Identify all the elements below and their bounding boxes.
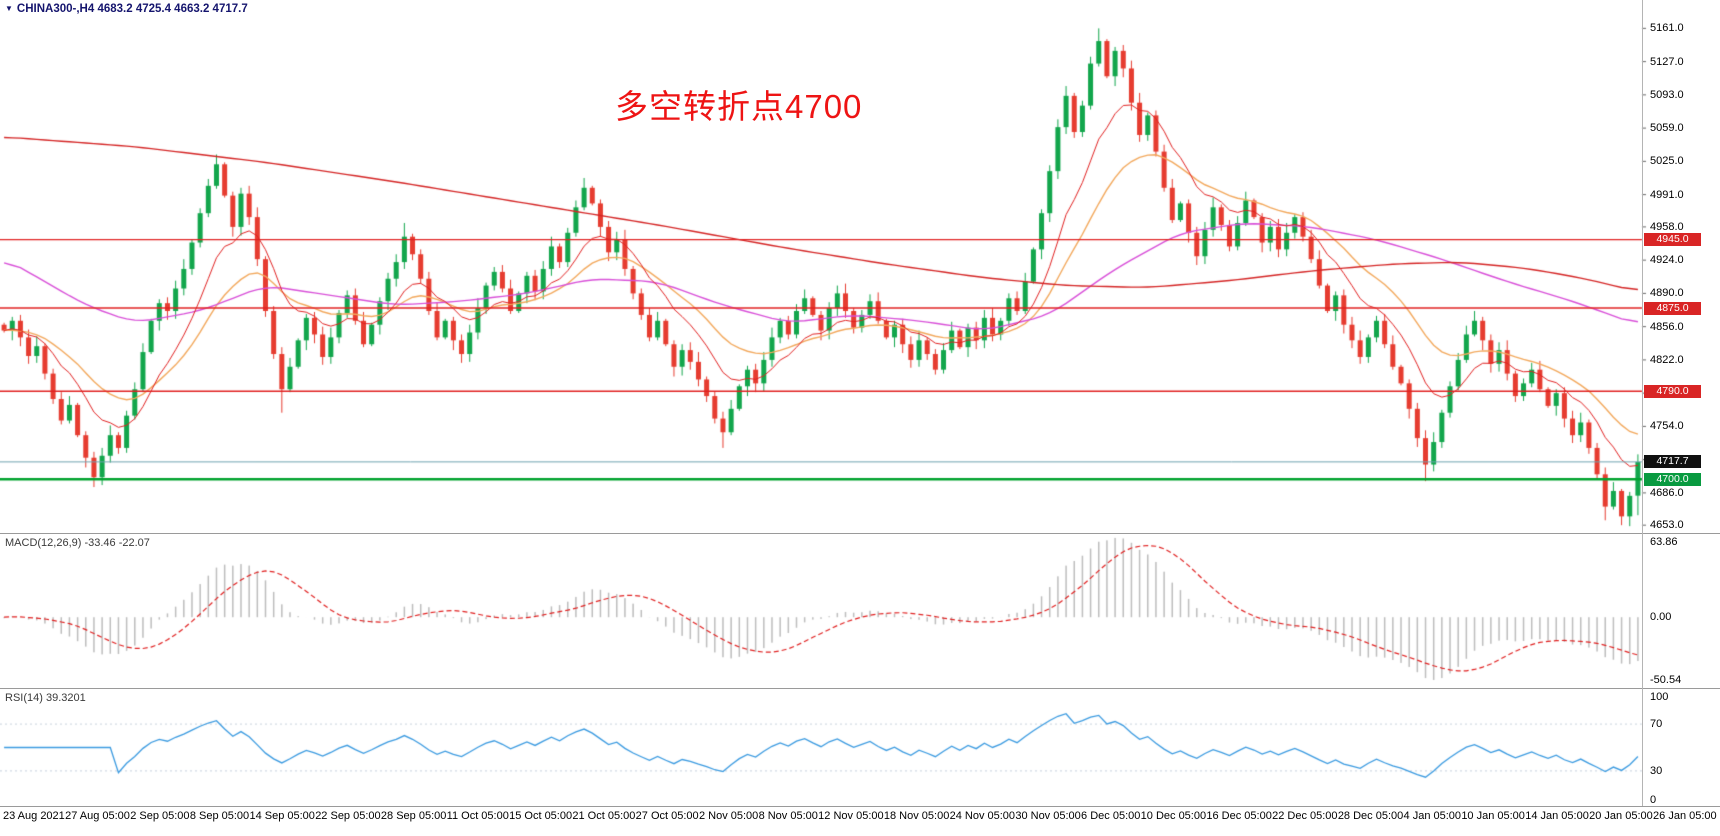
price-axis-tick: 5161.0 bbox=[1650, 22, 1684, 35]
rsi-axis-tick: 70 bbox=[1650, 718, 1663, 731]
time-axis: 23 Aug 2021 27 Aug 05:00 2 Sep 05:00 8 Sep … bbox=[0, 810, 1720, 822]
price-axis-tick: 5093.0 bbox=[1650, 88, 1684, 101]
time-axis-label: 2 Sep 05:00 bbox=[130, 810, 190, 822]
chart-annotation-text[interactable]: 多空转折点4700 bbox=[615, 88, 863, 125]
time-axis-label: 20 Jan 05:00 bbox=[1589, 810, 1653, 822]
price-axis-tick: 4822.0 bbox=[1650, 353, 1684, 366]
price-axis-tick: 4653.0 bbox=[1650, 519, 1684, 532]
macd-indicator-label: MACD(12,26,9) -33.46 -22.07 bbox=[5, 537, 150, 549]
macd-axis-tick: -50.54 bbox=[1650, 673, 1682, 686]
time-axis-label: 8 Nov 05:00 bbox=[758, 810, 818, 822]
time-axis-label: 22 Sep 05:00 bbox=[315, 810, 381, 822]
price-axis-tick: 4924.0 bbox=[1650, 254, 1684, 267]
price-level-badge: 4875.0 bbox=[1644, 301, 1701, 315]
price-axis-tick: 4991.0 bbox=[1650, 188, 1684, 201]
time-axis-label: 10 Jan 05:00 bbox=[1461, 810, 1525, 822]
symbol-ohlc-text: CHINA300-,H4 4683.2 4725.4 4663.2 4717.7 bbox=[16, 3, 248, 15]
time-axis-label: 14 Sep 05:00 bbox=[249, 810, 315, 822]
time-axis-label: 24 Nov 05:00 bbox=[949, 810, 1016, 822]
time-axis-label: 21 Oct 05:00 bbox=[572, 810, 636, 822]
price-axis-tick: 4890.0 bbox=[1650, 287, 1684, 300]
time-axis-label: 18 Nov 05:00 bbox=[883, 810, 950, 822]
time-axis-label: 28 Sep 05:00 bbox=[380, 810, 447, 822]
time-axis-label: 27 Oct 05:00 bbox=[635, 810, 699, 822]
time-axis-label: 26 Jan 05:00 bbox=[1653, 810, 1717, 822]
time-axis-label: 22 Dec 05:00 bbox=[1272, 810, 1338, 822]
rsi-axis-tick: 100 bbox=[1650, 691, 1669, 703]
symbol-marker-icon: ▼ bbox=[5, 4, 13, 13]
macd-axis-tick: 63.86 bbox=[1650, 536, 1678, 548]
time-axis-label: 11 Oct 05:00 bbox=[446, 810, 509, 822]
time-axis-label: 15 Oct 05:00 bbox=[509, 810, 573, 822]
time-axis-label: 2 Nov 05:00 bbox=[698, 810, 759, 822]
price-axis-tick: 5025.0 bbox=[1650, 155, 1684, 168]
rsi-indicator-label: RSI(14) 39.3201 bbox=[5, 692, 86, 704]
time-axis-label: 27 Aug 05:00 bbox=[65, 810, 130, 822]
time-axis-label: 10 Dec 05:00 bbox=[1140, 810, 1207, 822]
symbol-header: ▼ CHINA300-,H4 4683.2 4725.4 4663.2 4717… bbox=[5, 3, 248, 15]
time-axis-label: 6 Dec 05:00 bbox=[1081, 810, 1141, 822]
time-axis-label: 4 Jan 05:00 bbox=[1403, 810, 1462, 822]
price-axis-tick: 4686.0 bbox=[1650, 486, 1684, 499]
macd-axis-tick: 0.00 bbox=[1650, 611, 1672, 624]
time-axis-label: 16 Dec 05:00 bbox=[1206, 810, 1272, 822]
price-level-badge: 4945.0 bbox=[1644, 233, 1701, 247]
time-axis-label: 8 Sep 05:00 bbox=[189, 810, 250, 822]
time-axis-label: 12 Nov 05:00 bbox=[818, 810, 884, 822]
macd-panel[interactable] bbox=[0, 534, 1642, 688]
price-axis-tick: 4856.0 bbox=[1650, 320, 1684, 333]
rsi-panel[interactable] bbox=[0, 689, 1642, 806]
time-axis-label: 23 Aug 2021 bbox=[3, 810, 65, 822]
price-axis-tick: 5127.0 bbox=[1650, 55, 1684, 68]
price-axis-border bbox=[1642, 0, 1643, 806]
price-level-badge: 4790.0 bbox=[1644, 384, 1701, 398]
panel-separator[interactable] bbox=[0, 533, 1720, 534]
price-level-badge: 4717.7 bbox=[1644, 455, 1701, 469]
time-axis-label: 28 Dec 05:00 bbox=[1337, 810, 1404, 822]
time-axis-label: 14 Jan 05:00 bbox=[1525, 810, 1589, 822]
panel-separator[interactable] bbox=[0, 688, 1720, 689]
panel-separator[interactable] bbox=[0, 806, 1720, 807]
rsi-axis-tick: 30 bbox=[1650, 764, 1663, 777]
time-axis-label: 30 Nov 05:00 bbox=[1015, 810, 1081, 822]
price-level-badge: 4700.0 bbox=[1644, 472, 1701, 486]
rsi-axis-tick: 0 bbox=[1650, 794, 1657, 806]
price-axis-tick: 4754.0 bbox=[1650, 420, 1684, 433]
price-axis-tick: 5059.0 bbox=[1650, 122, 1684, 135]
price-axis-tick: 4958.0 bbox=[1650, 220, 1684, 233]
